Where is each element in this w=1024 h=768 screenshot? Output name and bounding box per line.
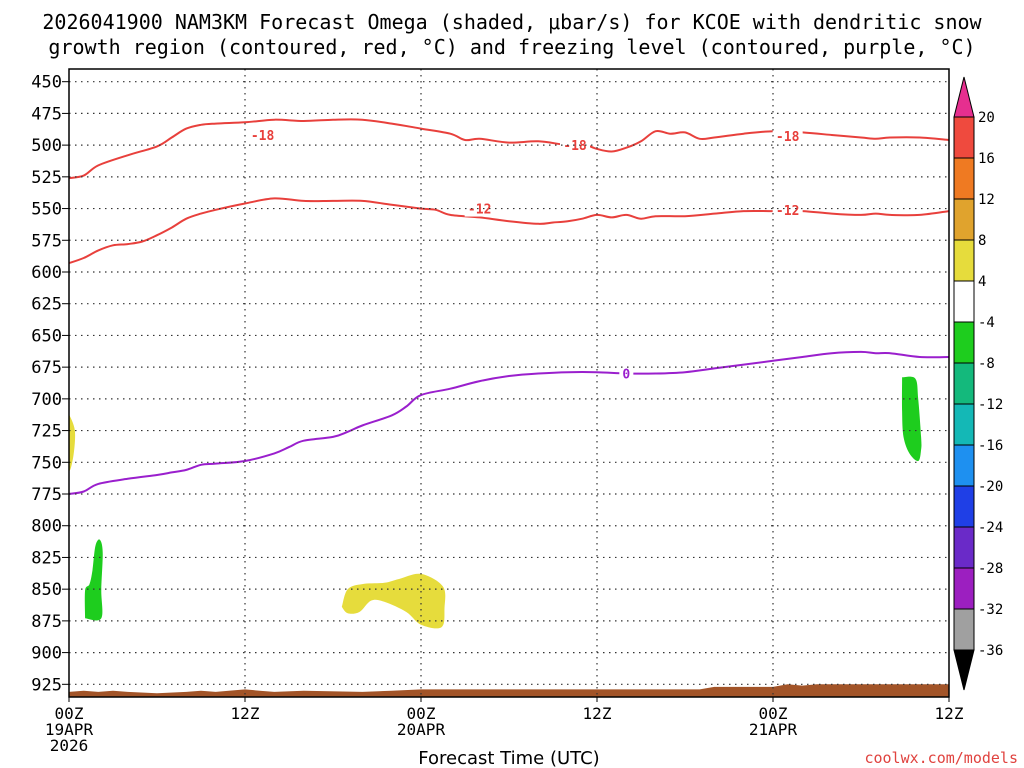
y-tick-label: 725	[31, 422, 62, 442]
colorbar-bin	[953, 485, 975, 528]
colorbar-tick-label: -20	[978, 479, 1003, 495]
colorbar-tick-label: 8	[978, 233, 986, 249]
omega-negative-right	[901, 376, 922, 462]
surface-terrain	[69, 684, 949, 697]
colorbar-bin	[953, 362, 975, 405]
y-tick-label: 700	[31, 390, 62, 410]
y-tick-label: 875	[31, 612, 62, 632]
colorbar-bin	[953, 280, 975, 323]
colorbar-tick-label: -16	[978, 438, 1003, 454]
contour-label: -18	[563, 139, 587, 154]
x-axis-title: Forecast Time (UTC)	[418, 748, 599, 768]
contour-label-bg	[772, 201, 803, 218]
contour-label-bg	[772, 128, 803, 145]
colorbar-bin	[953, 321, 975, 364]
colorbar-bin	[953, 526, 975, 569]
contour-label: -12	[468, 203, 491, 218]
colorbar-tick-label: -24	[978, 520, 1003, 536]
colorbar-tick-label: 4	[978, 274, 986, 290]
contour-label-bg	[247, 126, 278, 143]
y-tick-label: 800	[31, 517, 62, 537]
x-tick-label: 19APR	[45, 720, 94, 739]
x-tick-label: 12Z	[935, 704, 964, 723]
colorbar-tick-label: -36	[978, 643, 1003, 659]
x-tick-label: 00Z	[759, 704, 788, 723]
y-tick-label: 925	[31, 675, 62, 695]
colorbar-bin	[953, 567, 975, 610]
colorbar-tick-label: 16	[978, 151, 995, 167]
omega-positive-center	[341, 573, 446, 629]
y-tick-label: 575	[31, 231, 62, 251]
colorbar-tick-label: -12	[978, 397, 1003, 413]
plot-frame	[68, 68, 950, 698]
y-tick-label: 475	[31, 104, 62, 124]
freezing-level-0-contour	[69, 350, 949, 495]
colorbar-bin	[953, 403, 975, 446]
colorbar: 20 16 12 8 4 -4 -8 -12 -16 -20 -24 -28 -32 -36	[953, 76, 1003, 691]
freezing-level-0-group: 0	[69, 350, 949, 495]
contour-label-bg	[619, 365, 634, 382]
contour-label: -12	[776, 204, 799, 219]
y-tick-label: 625	[31, 295, 62, 315]
colorbar-tick-label: -4	[978, 315, 995, 331]
colorbar-upper-triangle	[953, 76, 975, 118]
colorbar-tick-label: -8	[978, 356, 995, 372]
y-tick-label: 500	[31, 136, 62, 156]
colorbar-tick-label: -28	[978, 561, 1003, 577]
y-tick-label: 750	[31, 453, 62, 473]
y-tick-label: 650	[31, 326, 62, 346]
x-tick-label: 00Z	[407, 704, 436, 723]
x-tick-label: 00Z	[55, 704, 84, 723]
y-tick-label: 675	[31, 358, 62, 378]
x-tick-label: 2026	[50, 736, 89, 755]
x-tick-label: 20APR	[397, 720, 446, 739]
colorbar-tick-label: 20	[978, 110, 995, 126]
y-tick-label: 600	[31, 263, 62, 283]
dgz-top-minus18-group: -18 -18 -18	[69, 118, 949, 180]
y-tick-label: 775	[31, 485, 62, 505]
x-tick-label: 12Z	[231, 704, 260, 723]
contour-label-bg	[464, 200, 495, 217]
colorbar-tick-label: -32	[978, 602, 1003, 618]
colorbar-bin	[953, 239, 975, 282]
contour-label: -18	[251, 129, 275, 144]
colorbar-bin	[953, 157, 975, 200]
y-tick-label: 525	[31, 168, 62, 188]
x-tick-label: 12Z	[583, 704, 612, 723]
credit-text: coolwx.com/models	[864, 749, 1018, 767]
colorbar-bin	[953, 608, 975, 651]
chart-title-line-1: 2026041900 NAM3KM Forecast Omega (shaded…	[42, 10, 982, 34]
plot-interior: -18 -18 -18 -12 -12 0	[69, 118, 949, 697]
chart-title-line-2: growth region (contoured, red, °C) and f…	[48, 35, 975, 59]
omega-negative-left	[84, 539, 103, 621]
plot-area: -18 -18 -18 -12 -12 0 450 475 500 525 550 575 600 625…	[31, 68, 964, 755]
x-tick-label: 21APR	[749, 720, 798, 739]
y-tick-label: 450	[31, 73, 62, 93]
dgz-top-minus18-contour	[69, 118, 949, 180]
colorbar-bin	[953, 444, 975, 487]
y-tick-label: 850	[31, 580, 62, 600]
y-tick-label: 550	[31, 200, 62, 220]
dgz-bottom-minus12-group: -12 -12	[69, 197, 949, 265]
colorbar-bin	[953, 116, 975, 159]
contour-label: -18	[776, 130, 800, 145]
colorbar-lower-triangle	[953, 649, 975, 691]
colorbar-tick-label: 12	[978, 192, 995, 208]
colorbar-bin	[953, 198, 975, 241]
contour-label-bg	[560, 137, 590, 154]
contour-label: 0	[622, 367, 630, 382]
y-tick-label: 900	[31, 644, 62, 664]
y-tick-label: 825	[31, 548, 62, 568]
omega-positive-left-edge	[69, 414, 76, 471]
